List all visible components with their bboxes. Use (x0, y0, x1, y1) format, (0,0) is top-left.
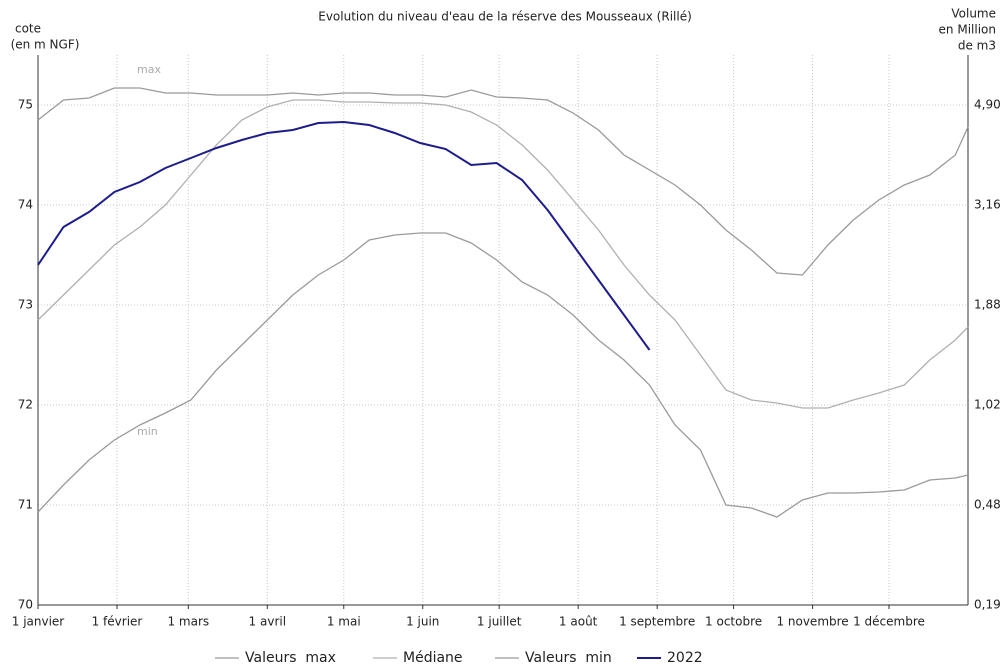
series-line (37, 232, 969, 518)
y-axis-label: cote (15, 22, 41, 36)
series-line (37, 87, 969, 276)
chart-title: Evolution du niveau d'eau de la réserve … (318, 10, 692, 24)
y-tick-label: 72 (18, 398, 33, 412)
series-line (37, 120, 651, 351)
x-tick-label: 1 novembre (776, 615, 848, 629)
y-tick-label: 74 (18, 198, 33, 212)
annotation: min (137, 425, 158, 438)
y2-tick-label: 0,19 (974, 598, 1001, 612)
series-line (37, 99, 969, 409)
y-axis-label: (en m NGF) (11, 38, 80, 52)
x-tick-label: 1 février (92, 615, 143, 629)
y2-tick-label: 4,90 (974, 98, 1001, 112)
legend-label: 2022 (667, 650, 703, 666)
x-tick-label: 1 mai (327, 615, 361, 629)
x-tick-label: 1 mars (167, 615, 209, 629)
legend-label: Valeurs min (525, 650, 612, 666)
y-tick-label: 75 (18, 98, 33, 112)
annotation: max (137, 63, 161, 76)
y2-axis-label: en Million (939, 23, 996, 37)
y2-tick-label: 1,02 (974, 398, 1001, 412)
y-tick-label: 73 (18, 298, 33, 312)
x-tick-label: 1 octobre (705, 615, 762, 629)
y2-axis-label: Volume (951, 7, 996, 21)
y2-tick-label: 0,48 (974, 498, 1001, 512)
x-tick-label: 1 septembre (619, 615, 695, 629)
legend-label: Médiane (403, 650, 463, 666)
x-tick-label: 1 juin (406, 615, 439, 629)
y2-axis-label: de m3 (958, 39, 996, 53)
x-tick-label: 1 juillet (477, 615, 522, 629)
x-tick-label: 1 avril (249, 615, 287, 629)
x-tick-label: 1 janvier (12, 615, 65, 629)
y-tick-label: 71 (18, 498, 33, 512)
y2-tick-label: 1,88 (974, 298, 1001, 312)
legend-label: Valeurs max (245, 650, 336, 666)
y-tick-label: 70 (18, 598, 33, 612)
y2-tick-label: 3,16 (974, 198, 1001, 212)
x-tick-label: 1 décembre (853, 615, 925, 629)
x-tick-label: 1 août (559, 615, 598, 629)
